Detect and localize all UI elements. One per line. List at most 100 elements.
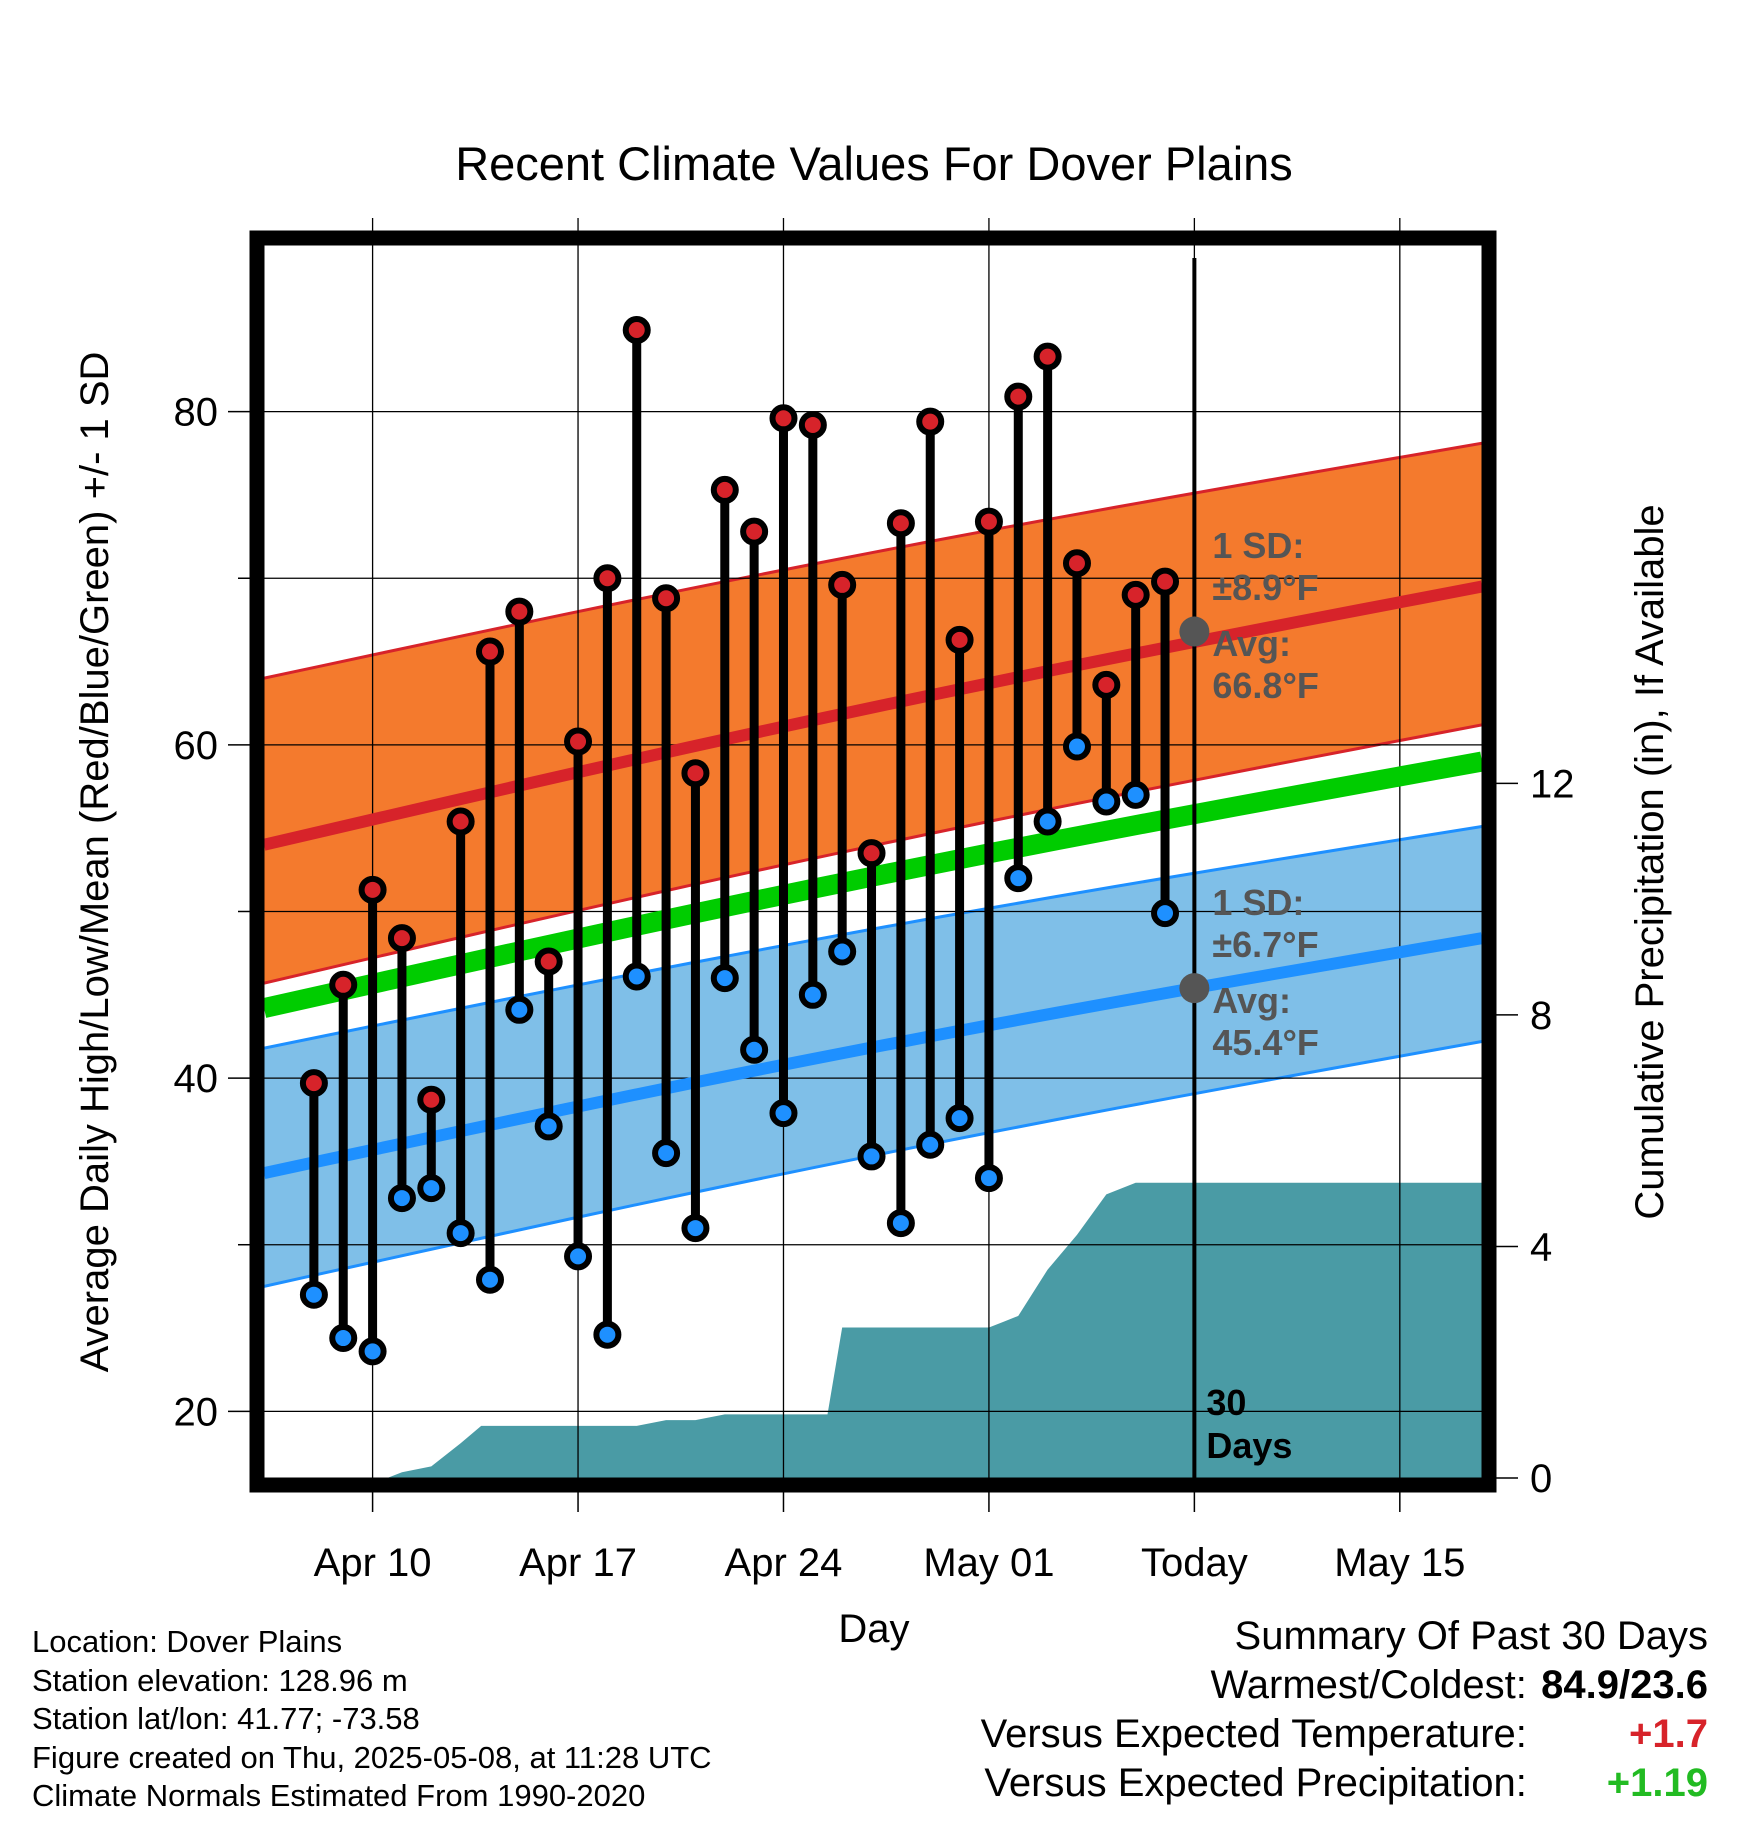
temp-vs-expected-value: +1.7 — [1629, 1712, 1708, 1756]
high-sd-label: 1 SD: — [1212, 525, 1304, 566]
daily-low-point — [798, 980, 827, 1009]
daily-high-point — [299, 1069, 328, 1098]
daily-low-point — [564, 1242, 593, 1271]
daily-high-point — [828, 570, 857, 599]
low-avg-label: Avg: — [1212, 980, 1291, 1021]
daily-low-point — [769, 1099, 798, 1128]
daily-high-point — [974, 507, 1003, 536]
daily-low-point — [916, 1130, 945, 1159]
daily-low-point — [299, 1280, 328, 1309]
low-sd-label: 1 SD: — [1212, 882, 1304, 923]
daily-low-point — [974, 1164, 1003, 1193]
daily-low-point — [1121, 780, 1150, 809]
y-tick-label: 20 — [174, 1390, 219, 1434]
daily-high-point — [622, 315, 651, 344]
station-location: Location: Dover Plains — [32, 1624, 343, 1659]
daily-high-point — [475, 637, 504, 666]
daily-low-point — [417, 1174, 446, 1203]
daily-high-point — [710, 475, 739, 504]
low-avg-value: 45.4°F — [1212, 1022, 1318, 1063]
x-tick-label: Apr 24 — [725, 1541, 843, 1585]
plot-frame — [249, 230, 1497, 1493]
x-axis-label: Day — [838, 1607, 909, 1651]
daily-high-point — [916, 407, 945, 436]
today-low-avg-marker — [1179, 973, 1210, 1004]
daily-low-point — [1151, 899, 1180, 928]
daily-low-point — [1092, 787, 1121, 816]
daily-high-point — [1121, 580, 1150, 609]
summary-warm-cold-row: Warmest/Coldest: 84.9/23.6 — [981, 1661, 1709, 1710]
y2-tick-label: 8 — [1530, 994, 1552, 1038]
warm-cold-label: Warmest/Coldest: — [1210, 1663, 1527, 1707]
daily-low-point — [534, 1112, 563, 1141]
high-normal-line — [264, 580, 1482, 851]
y2-tick-label: 12 — [1530, 762, 1575, 806]
daily-high-point — [798, 410, 827, 439]
y-axis-label: Average Daily High/Low/Mean (Red/Blue/Gr… — [73, 352, 117, 1373]
daily-high-point — [945, 625, 974, 654]
daily-high-point — [652, 584, 681, 613]
daily-high-point — [1062, 549, 1091, 578]
daily-low-point — [358, 1337, 387, 1366]
daily-high-point — [358, 875, 387, 904]
y-tick-label: 80 — [174, 391, 219, 435]
summary-temp-row: Versus Expected Temperature: +1.7 — [981, 1710, 1708, 1759]
figure-created: Figure created on Thu, 2025-05-08, at 11… — [32, 1739, 712, 1775]
period-unit: Days — [1206, 1425, 1292, 1466]
daily-high-point — [1004, 382, 1033, 411]
daily-low-point — [505, 995, 534, 1024]
daily-low-point — [857, 1142, 886, 1171]
warm-cold-value: 84.9/23.6 — [1541, 1663, 1708, 1707]
precip-vs-expected-label: Versus Expected Precipitation: — [984, 1761, 1527, 1805]
y2-tick-label: 0 — [1530, 1457, 1552, 1501]
daily-low-point — [622, 962, 651, 991]
x-tick-label: May 01 — [923, 1541, 1054, 1585]
y2-tick-label: 4 — [1530, 1225, 1552, 1269]
precip-vs-expected-value: +1.19 — [1606, 1761, 1708, 1805]
high-band-upper-edge — [264, 441, 1482, 680]
daily-low-point — [828, 937, 857, 966]
today-high-avg-marker — [1179, 616, 1210, 647]
daily-low-point — [652, 1139, 681, 1168]
station-latlon: Station lat/lon: 41.77; -73.58 — [32, 1701, 420, 1736]
high-avg-value: 66.8°F — [1212, 665, 1318, 706]
daily-high-point — [769, 404, 798, 433]
y-tick-label: 40 — [174, 1057, 219, 1101]
daily-high-point — [564, 727, 593, 756]
daily-high-point — [740, 517, 769, 546]
summary-title: Summary Of Past 30 Days — [1234, 1614, 1708, 1658]
daily-low-point — [1004, 864, 1033, 893]
daily-high-point — [681, 759, 710, 788]
x-tick-label: Apr 17 — [519, 1541, 637, 1585]
y2-axis-label: Cumulative Precipitation (in), If Availa… — [1628, 504, 1672, 1219]
daily-high-point — [417, 1085, 446, 1114]
climate-normals-note: Climate Normals Estimated From 1990-2020 — [32, 1778, 646, 1813]
x-tick-label: May 15 — [1334, 1541, 1465, 1585]
daily-low-point — [740, 1035, 769, 1064]
daily-high-point — [1151, 567, 1180, 596]
daily-low-point — [945, 1104, 974, 1133]
daily-high-point — [329, 970, 358, 999]
daily-low-point — [387, 1184, 416, 1213]
high-avg-label: Avg: — [1212, 623, 1291, 664]
station-elevation: Station elevation: 128.96 m — [32, 1662, 408, 1698]
x-tick-label: Apr 10 — [314, 1541, 432, 1585]
period-number: 30 — [1206, 1382, 1246, 1423]
high-sd-value: ±8.9°F — [1212, 567, 1318, 608]
daily-high-point — [534, 947, 563, 976]
daily-low-point — [1062, 732, 1091, 761]
daily-high-point — [857, 839, 886, 868]
daily-high-point — [446, 807, 475, 836]
daily-high-point — [1033, 342, 1062, 371]
daily-low-point — [886, 1209, 915, 1238]
precip-area — [264, 1182, 1482, 1478]
daily-low-point — [681, 1214, 710, 1243]
low-sd-value: ±6.7°F — [1212, 924, 1318, 965]
daily-low-point — [329, 1324, 358, 1353]
daily-low-point — [475, 1265, 504, 1294]
station-info: Location: Dover Plains Station elevation… — [32, 1623, 712, 1816]
daily-high-point — [886, 509, 915, 538]
daily-high-point — [505, 597, 534, 626]
chart-title: Recent Climate Values For Dover Plains — [455, 137, 1293, 190]
